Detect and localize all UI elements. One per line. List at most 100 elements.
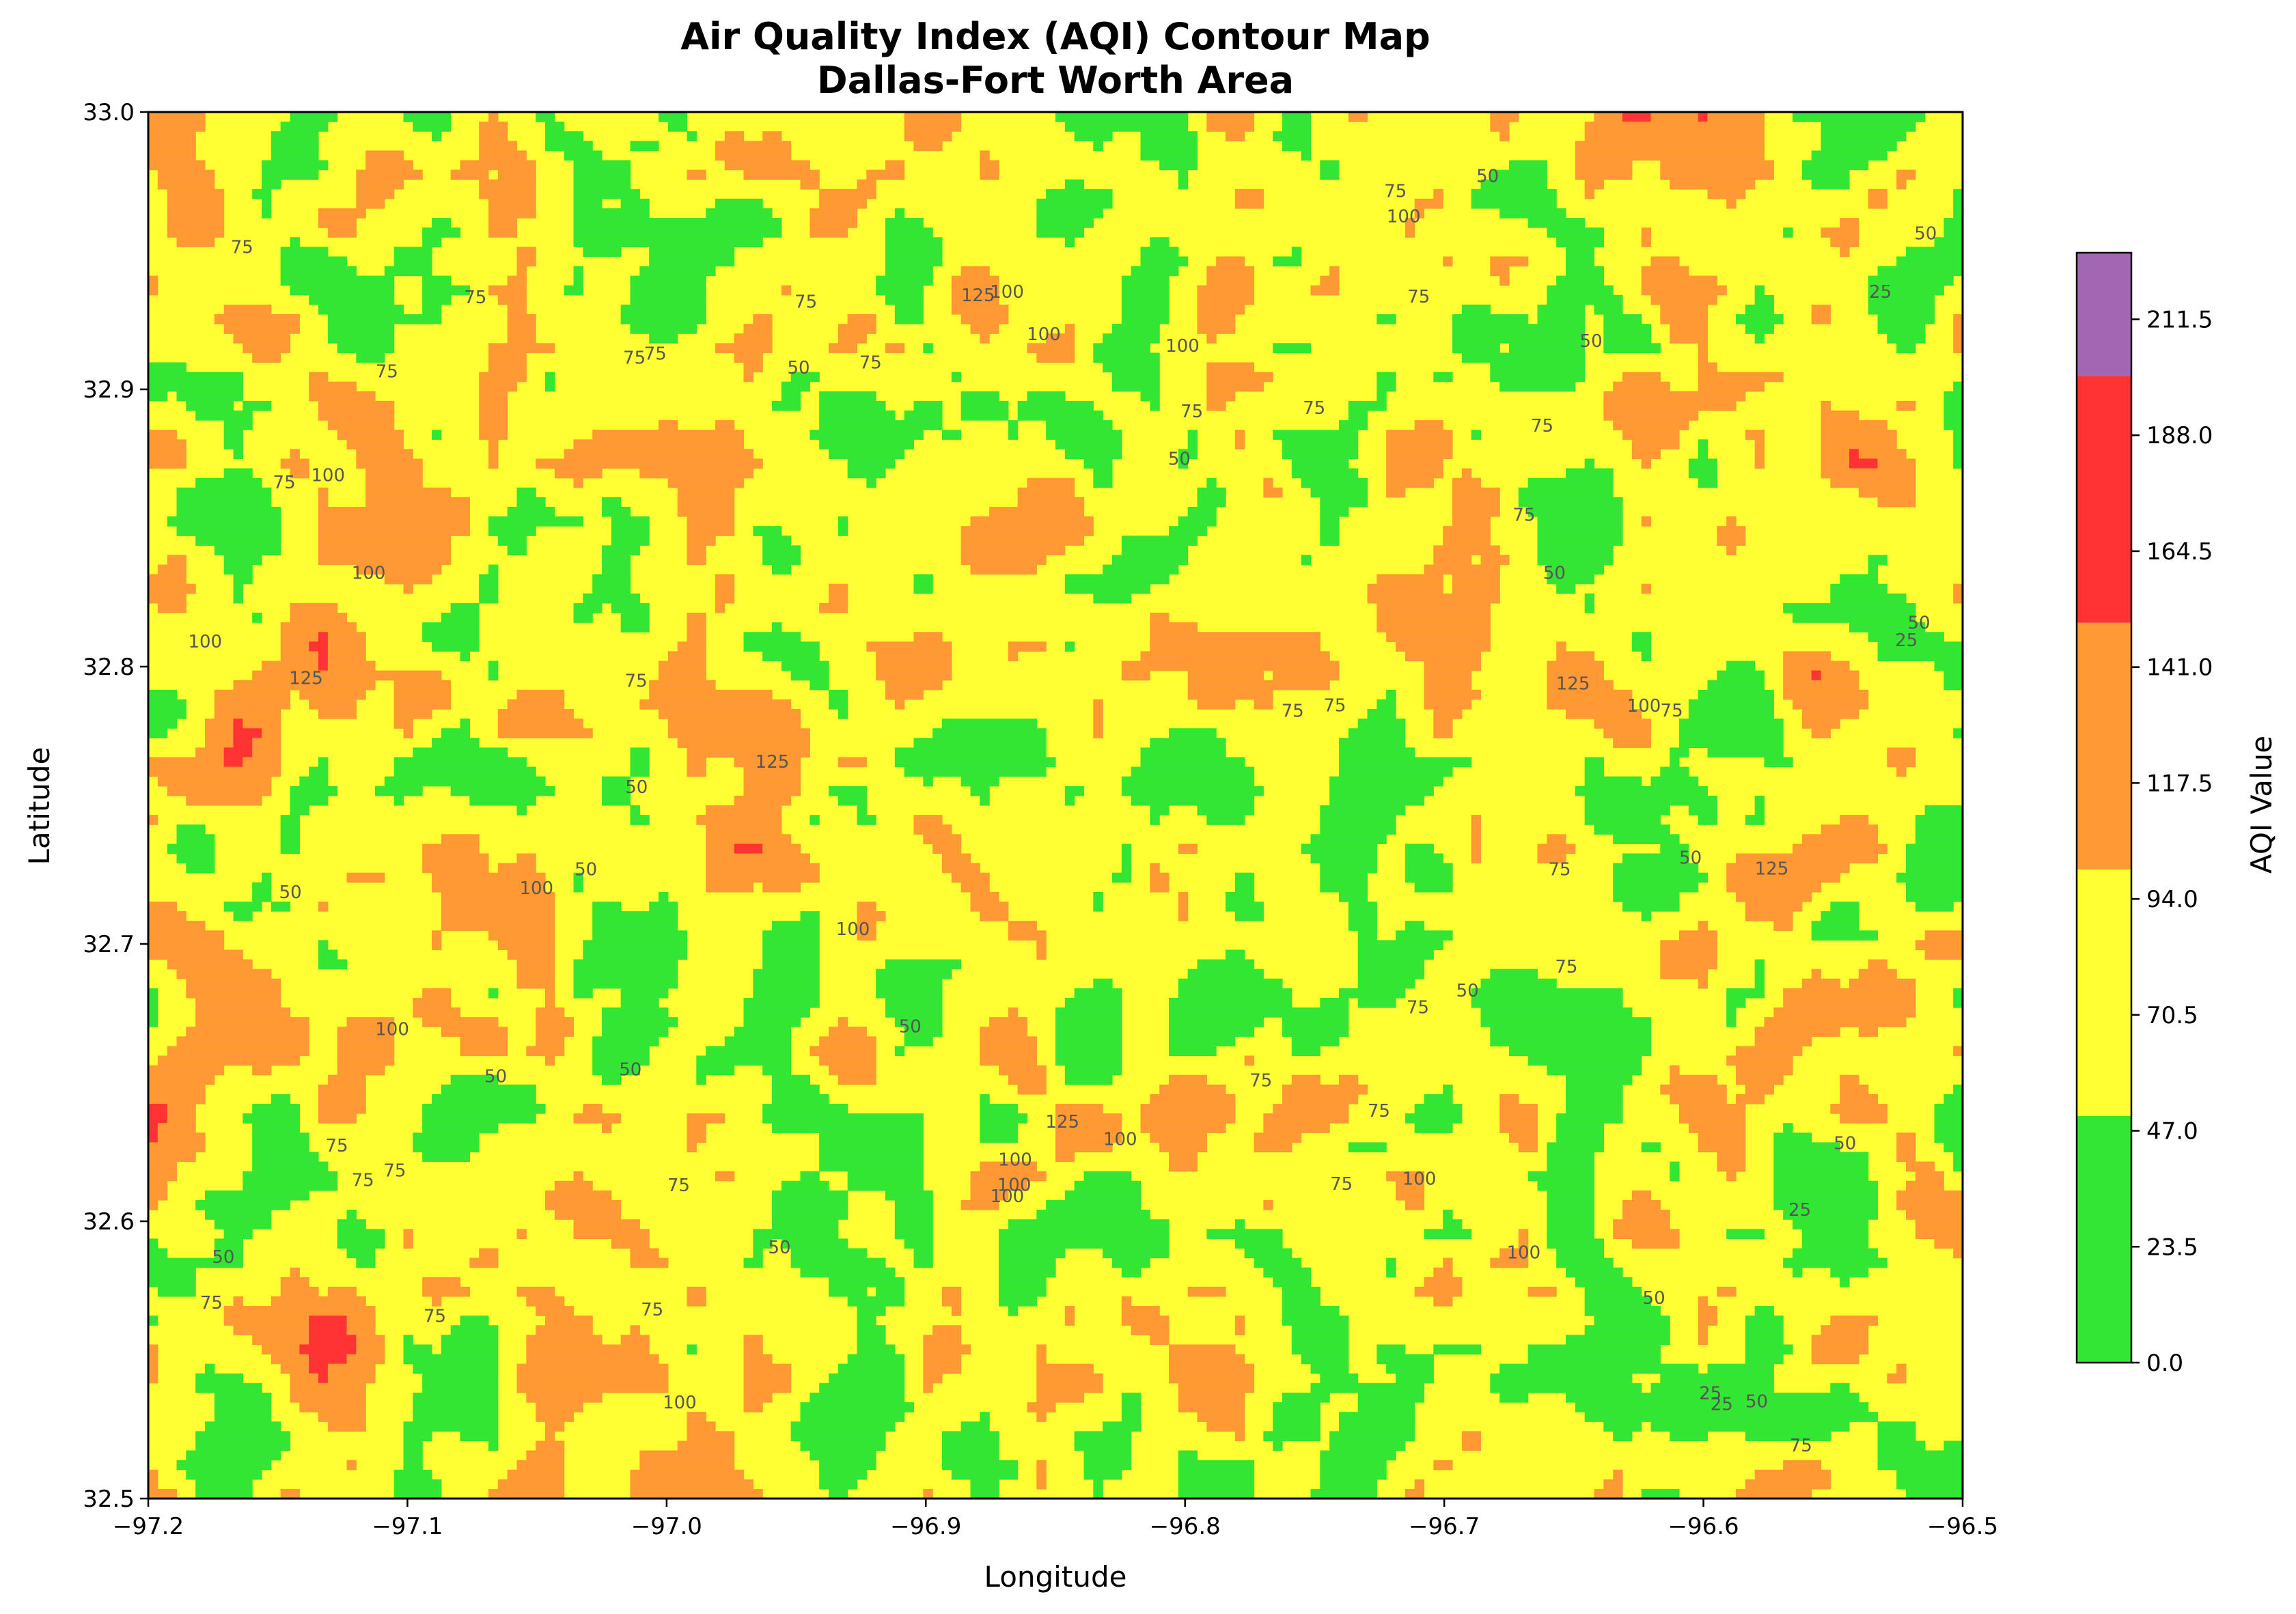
- contour-cell: [507, 506, 555, 517]
- contour-cell: [1840, 218, 1859, 228]
- contour-cell: [167, 208, 225, 219]
- contour-cell: [1660, 949, 1717, 960]
- contour-cell: [1660, 1084, 1727, 1095]
- contour-cell: [1858, 487, 1916, 498]
- contour-cell: [1821, 911, 1859, 921]
- contour-cell: [460, 1316, 489, 1326]
- contour-cell: [148, 112, 206, 122]
- contour-level-label: 100: [1402, 1169, 1437, 1190]
- contour-cell: [734, 352, 763, 363]
- contour-cell: [1121, 785, 1264, 796]
- contour-cell: [233, 1296, 243, 1307]
- y-tick-label: 32.5: [83, 1486, 135, 1513]
- contour-cell: [639, 1450, 735, 1461]
- contour-cell: [205, 1210, 272, 1220]
- contour-cell: [573, 160, 631, 171]
- contour-cell: [1377, 1344, 1406, 1355]
- contour-cell: [659, 660, 706, 671]
- contour-cell: [819, 1142, 924, 1153]
- contour-cell: [923, 1344, 971, 1355]
- contour-cell: [488, 362, 527, 373]
- contour-cell: [1745, 1431, 1831, 1442]
- contour-level-label: 100: [1165, 336, 1200, 357]
- contour-cell: [469, 1257, 499, 1268]
- contour-cell: [1698, 1132, 1746, 1143]
- contour-cell: [176, 1460, 272, 1471]
- contour-cell: [1405, 872, 1453, 883]
- contour-cell: [876, 1286, 905, 1297]
- contour-cell: [157, 169, 215, 180]
- contour-cell: [393, 680, 452, 691]
- contour-cell: [176, 824, 206, 835]
- contour-cell: [309, 381, 357, 392]
- colorbar-band: [2077, 869, 2131, 1116]
- contour-cell: [1726, 1229, 1765, 1239]
- contour-cell: [1613, 381, 1670, 392]
- contour-level-label: 75: [1407, 997, 1429, 1018]
- contour-cell: [602, 776, 631, 787]
- contour-cell: [1953, 381, 1963, 392]
- contour-cell: [1206, 266, 1255, 277]
- contour-cell: [441, 891, 555, 902]
- contour-cell: [1348, 901, 1377, 912]
- contour-cell: [573, 169, 631, 180]
- contour-cell: [1386, 458, 1443, 469]
- contour-cell: [715, 583, 735, 594]
- contour-cell: [1064, 237, 1075, 247]
- contour-cell: [413, 1412, 499, 1422]
- contour-cell: [186, 863, 215, 874]
- contour-cell: [876, 275, 933, 286]
- contour-cell: [1698, 1306, 1717, 1316]
- contour-cell: [413, 1132, 480, 1143]
- contour-cell: [1405, 863, 1453, 874]
- contour-cell: [1036, 1469, 1047, 1480]
- contour-cell: [1896, 343, 1916, 354]
- contour-cell: [479, 1248, 499, 1259]
- contour-cell: [1698, 1296, 1709, 1307]
- contour-cell: [195, 1199, 291, 1210]
- contour-cell: [1046, 430, 1122, 440]
- contour-cell: [516, 1286, 555, 1297]
- contour-cell: [1263, 487, 1283, 498]
- contour-cell: [1793, 1219, 1869, 1229]
- contour-cell: [1953, 593, 1963, 604]
- contour-cell: [687, 1286, 706, 1297]
- contour-cell: [753, 1238, 773, 1249]
- contour-cell: [1282, 1306, 1340, 1316]
- contour-cell: [1273, 430, 1359, 440]
- contour-cell: [536, 1306, 575, 1316]
- contour-cell: [167, 218, 225, 228]
- colorbar: 0.023.547.070.594.0117.5141.0164.5188.02…: [2075, 251, 2213, 1377]
- contour-cell: [819, 602, 848, 613]
- contour-cell: [1726, 1007, 1737, 1018]
- contour-cell: [970, 516, 1094, 527]
- contour-cell: [536, 1017, 575, 1027]
- contour-cell: [1433, 1267, 1453, 1278]
- contour-cell: [1169, 1344, 1236, 1355]
- x-axis-label: Longitude: [984, 1560, 1127, 1594]
- colorbar-tick-label: 23.5: [2146, 1234, 2198, 1261]
- contour-cell: [573, 959, 678, 970]
- contour-cell: [781, 1180, 829, 1191]
- contour-cell: [346, 872, 385, 883]
- contour-cell: [252, 738, 281, 749]
- contour-cell: [800, 1171, 820, 1182]
- contour-cell: [620, 198, 650, 209]
- contour-cell: [384, 266, 432, 277]
- contour-cell: [413, 1142, 480, 1153]
- contour-cell: [592, 911, 678, 921]
- contour-cell: [1386, 1267, 1396, 1278]
- contour-cell: [857, 1335, 886, 1346]
- contour-cell: [195, 1441, 291, 1451]
- contour-cell: [639, 266, 716, 277]
- contour-cell: [1613, 863, 1699, 874]
- contour-cell: [1670, 1074, 1717, 1085]
- contour-cell: [271, 131, 319, 141]
- contour-cell: [687, 535, 716, 546]
- contour-cell: [1339, 1421, 1415, 1432]
- contour-cell: [1187, 1286, 1226, 1297]
- contour-cell: [1386, 1171, 1425, 1182]
- contour-cell: [1877, 1460, 1963, 1471]
- contour-cell: [573, 208, 650, 219]
- contour-cell: [1566, 1084, 1623, 1095]
